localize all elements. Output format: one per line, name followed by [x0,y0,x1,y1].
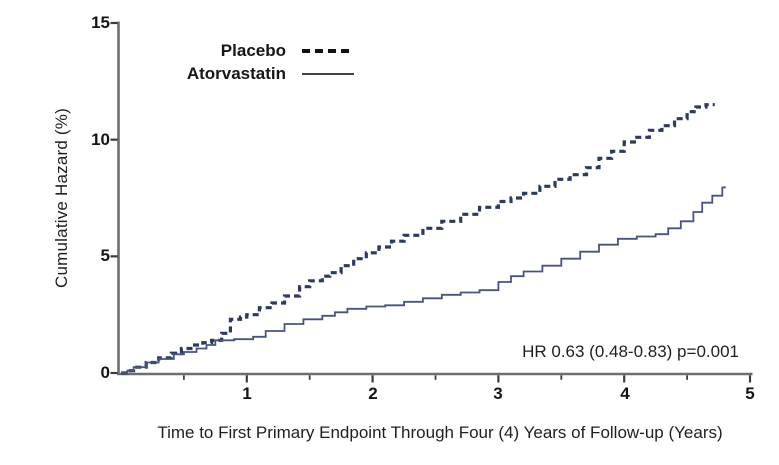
y-tick-label-5: 5 [100,246,110,265]
legend-label-atorvastatin: Atorvastatin [186,63,286,83]
x-axis-title: Time to First Primary Endpoint Through F… [157,423,723,442]
legend-row-placebo: Placebo [148,39,360,62]
y-tick-label-10: 10 [91,130,110,149]
x-tick-label-5: 5 [745,384,755,403]
legend-row-atorvastatin: Atorvastatin [148,62,360,85]
legend-solid-line-sample [302,72,354,75]
y-tick-label-0: 0 [100,363,110,382]
y-tick-label-15: 15 [91,13,110,32]
legend: Placebo Atorvastatin [148,39,360,85]
y-axis-title: Cumulative Hazard (%) [52,108,71,288]
x-tick-label-1: 1 [242,384,252,403]
legend-dashed-line-sample [302,48,354,53]
legend-label-placebo: Placebo [220,40,286,60]
x-tick-label-4: 4 [620,384,630,403]
x-tick-label-3: 3 [493,384,503,403]
hazard-ratio-annotation: HR 0.63 (0.48-0.83) p=0.001 [522,342,739,361]
placebo-curve [121,103,715,375]
atorvastatin-curve [121,186,726,374]
x-tick-label-2: 2 [368,384,378,403]
